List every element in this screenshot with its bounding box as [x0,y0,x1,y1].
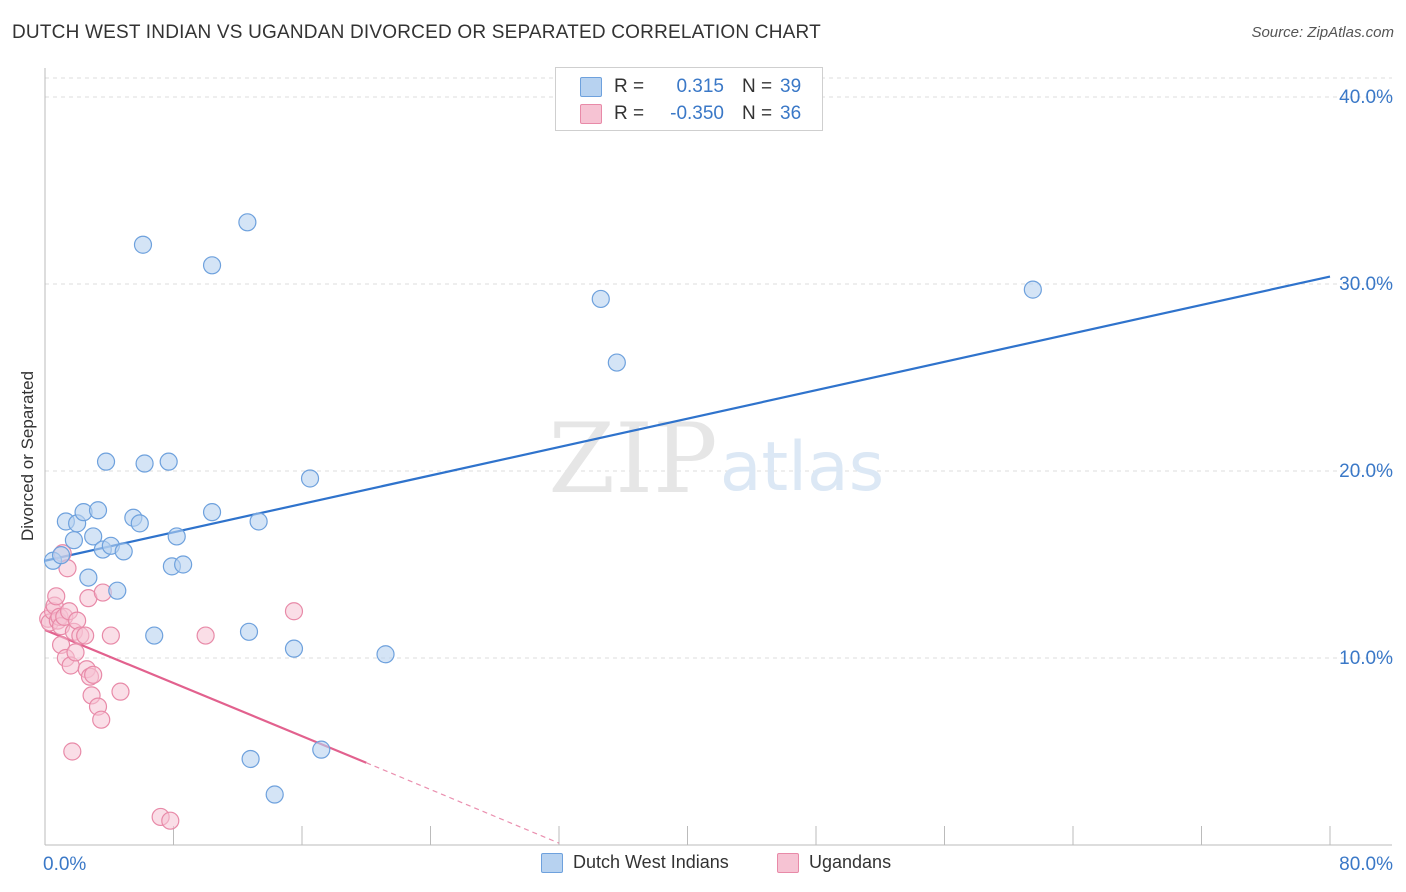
y-tick-label: 30.0% [1339,274,1393,295]
data-points [39,213,1042,830]
correlation-legend: R = 0.315 N = 39 R = -0.350 N = 36 [555,67,823,131]
point-dutch-west-indians [133,235,153,254]
trend-line-ugandans [44,628,367,764]
point-dutch-west-indians [300,469,320,488]
n-value: 36 [780,103,802,124]
point-dutch-west-indians [241,749,260,769]
watermark-atlas: atlas [720,428,884,507]
legend-label: Dutch West Indians [573,852,729,872]
pink-swatch [777,852,799,873]
r-label: R = [614,103,645,124]
axes [44,68,1392,846]
y-tick-label: 40.0% [1339,87,1393,108]
point-ugandans [76,626,95,645]
point-dutch-west-indians [202,256,222,275]
point-ugandans [66,643,85,662]
n-label: N = [742,76,773,97]
legend-row-blue: R = 0.315 N = 39 [580,74,801,100]
point-ugandans [101,626,120,645]
point-ugandans [92,710,111,729]
n-label: N = [742,103,773,124]
y-tick-label: 10.0% [1339,648,1393,669]
blue-swatch [541,852,563,873]
point-dutch-west-indians [312,740,331,759]
point-dutch-west-indians [1023,280,1042,299]
point-ugandans [84,665,103,684]
series-legend: Dutch West Indians Ugandans [0,852,1406,876]
trend-lines [44,275,1331,844]
point-dutch-west-indians [202,503,222,522]
point-ugandans [111,682,130,701]
r-value: 0.315 [676,76,724,97]
point-dutch-west-indians [135,454,154,473]
r-value: -0.350 [670,103,724,124]
tick-labels: 10.0% 20.0% 30.0% 40.0% 0.0% 80.0% [43,87,1393,875]
point-dutch-west-indians [591,289,610,309]
point-dutch-west-indians [284,639,304,658]
source-label: Source: ZipAtlas.com [1251,24,1394,41]
legend-label: Ugandans [809,852,892,872]
point-dutch-west-indians [145,626,164,645]
point-dutch-west-indians [174,555,193,574]
point-dutch-west-indians [239,622,259,641]
point-ugandans [196,626,215,645]
point-dutch-west-indians [51,546,71,565]
chart-title: DUTCH WEST INDIAN VS UGANDAN DIVORCED OR… [12,22,821,43]
point-ugandans [161,811,180,830]
point-dutch-west-indians [249,512,268,531]
point-dutch-west-indians [130,514,149,533]
r-label: R = [614,76,645,97]
point-dutch-west-indians [64,531,84,550]
trend-line-dutch-west-indians [44,275,1331,562]
blue-swatch [580,77,602,97]
point-dutch-west-indians [96,452,116,471]
point-ugandans [68,611,87,630]
legend-item-dutch-west-indians[interactable]: Dutch West Indians [541,852,729,873]
legend-row-pink: R = -0.350 N = 36 [580,101,801,127]
watermark-zip: ZIP [548,403,717,515]
point-ugandans [284,602,304,621]
point-dutch-west-indians [607,353,626,372]
point-dutch-west-indians [84,527,103,546]
point-dutch-west-indians [167,527,186,546]
point-dutch-west-indians [265,785,284,804]
watermark: ZIP atlas [548,403,884,515]
point-ugandans [63,742,82,761]
point-dutch-west-indians [376,645,395,664]
point-dutch-west-indians [88,501,108,520]
point-dutch-west-indians [238,213,257,232]
point-ugandans [47,587,66,606]
n-value: 39 [780,76,802,97]
trend-line-ugandans-extension [366,762,560,844]
point-dutch-west-indians [79,568,98,587]
x-tick-label: 0.0% [43,854,86,875]
point-dutch-west-indians [159,452,178,471]
grid-lines [45,77,1392,659]
pink-swatch [580,104,602,124]
point-dutch-west-indians [108,581,127,600]
point-dutch-west-indians [114,542,133,561]
legend-item-ugandans[interactable]: Ugandans [777,852,891,873]
x-tick-label: 80.0% [1339,854,1393,875]
y-tick-label: 20.0% [1339,461,1393,482]
